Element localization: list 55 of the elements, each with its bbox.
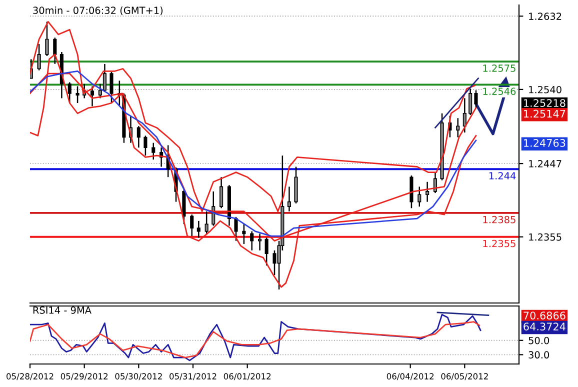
line-series bbox=[30, 321, 480, 358]
candlestick bbox=[90, 86, 94, 107]
candlestick bbox=[110, 71, 114, 104]
ref-line-label: 1.2575 bbox=[483, 64, 516, 72]
candlestick bbox=[102, 63, 106, 92]
candlestick bbox=[258, 233, 262, 252]
chart-title: RSI14 - 9MA bbox=[33, 306, 92, 314]
text: 1.24763 bbox=[524, 139, 566, 147]
x-tick-label: 06/04/2012 bbox=[386, 373, 434, 380]
x-tick-label: 05/29/2012 bbox=[60, 373, 108, 380]
candlestick bbox=[242, 223, 246, 245]
chart-title: 30min - 07:06:32 (GMT+1) bbox=[33, 6, 163, 16]
candlestick bbox=[220, 176, 224, 209]
candlestick bbox=[136, 125, 140, 148]
text: 70.6866 bbox=[524, 312, 566, 320]
candlestick bbox=[204, 210, 208, 234]
x-tick-label: 05/31/2012 bbox=[170, 373, 216, 380]
y-tick-label: 30.0 bbox=[528, 351, 550, 359]
x-tick-label: 06/01/2012 bbox=[224, 373, 271, 380]
text: 1.25147 bbox=[524, 110, 566, 118]
y-tick-label: 50.0 bbox=[528, 336, 550, 344]
candlestick bbox=[37, 43, 41, 71]
candlestick bbox=[287, 186, 291, 212]
x-tick-label: 05/30/2012 bbox=[115, 373, 162, 380]
text: 64.3724 bbox=[524, 322, 566, 330]
candlestick bbox=[45, 21, 49, 57]
candlestick bbox=[474, 90, 478, 108]
candlestick bbox=[76, 86, 80, 104]
candlestick bbox=[264, 237, 268, 266]
x-tick-label: 05/28/2012 bbox=[6, 373, 54, 380]
candlestick bbox=[190, 214, 194, 237]
candlestick bbox=[468, 88, 472, 116]
candlestick bbox=[462, 98, 466, 134]
line-series bbox=[30, 314, 482, 362]
ref-line-label: 1.2385 bbox=[483, 216, 516, 224]
x-tick-label: 06/05/2012 bbox=[441, 373, 488, 380]
candlestick bbox=[144, 135, 148, 156]
candlestick bbox=[196, 220, 200, 238]
candlestick bbox=[456, 118, 460, 138]
y-tick-label: 1.2632 bbox=[529, 12, 562, 20]
candlestick bbox=[152, 142, 156, 160]
y-tick-label: 1.2355 bbox=[529, 233, 562, 241]
ref-line-label: 1.2355 bbox=[483, 240, 516, 248]
candlestick bbox=[418, 186, 422, 208]
candlestick bbox=[250, 230, 254, 252]
candlestick bbox=[234, 216, 238, 242]
candlestick bbox=[68, 82, 72, 104]
ref-line-label: 1.2546 bbox=[483, 88, 516, 95]
text: 1.25218 bbox=[524, 99, 566, 107]
candlestick bbox=[426, 181, 430, 202]
y-tick-label: 1.2540 bbox=[529, 86, 562, 94]
candlestick bbox=[53, 37, 57, 65]
y-tick-label: 1.2447 bbox=[529, 160, 562, 168]
ref-line-label: 1.244 bbox=[489, 172, 516, 180]
candlestick bbox=[98, 83, 102, 99]
